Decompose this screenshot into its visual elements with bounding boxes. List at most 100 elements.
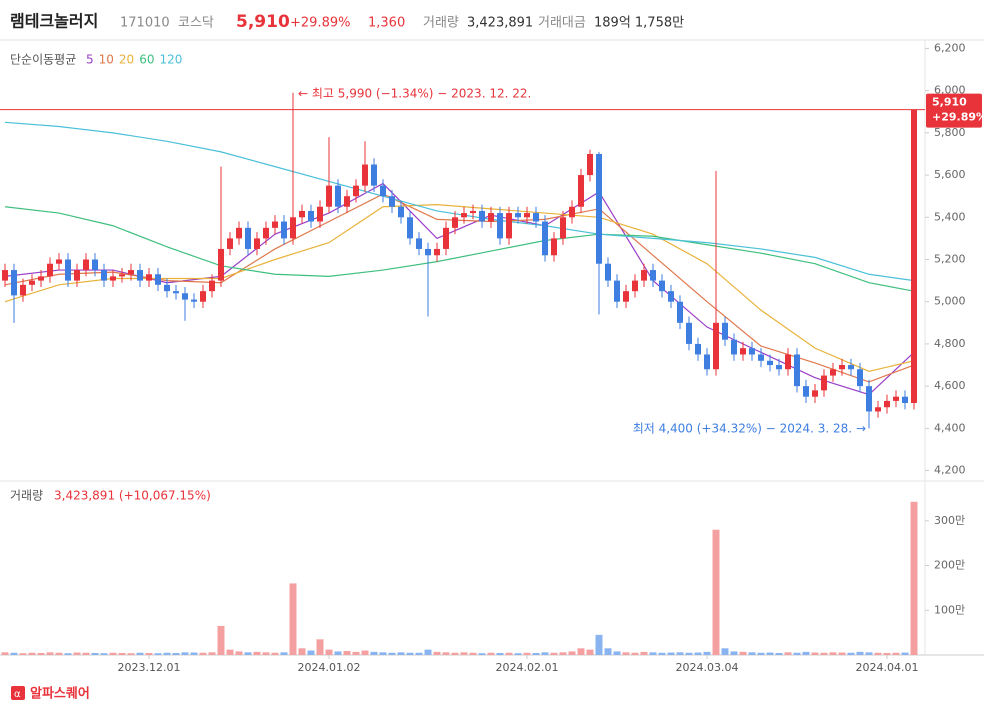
stock-code: 171010 [120, 16, 170, 31]
candle-body [551, 238, 557, 256]
volume-bar [298, 648, 306, 655]
candle-body [695, 343, 701, 355]
x-tick-label: 2024.02.01 [496, 661, 559, 674]
y-tick-label: 4,600 [934, 379, 966, 392]
ma-line [4, 182, 915, 396]
y-tick-label: 6,000 [934, 84, 966, 97]
change: 1,360 [368, 16, 405, 31]
candle-body [650, 270, 656, 281]
volume-bar [199, 652, 207, 655]
x-tick-label: 2024.04.01 [856, 661, 919, 674]
candle-body [362, 164, 368, 186]
volume-bar [793, 652, 801, 655]
candle-body [38, 276, 44, 281]
stock-name: 램테크놀러지 [10, 12, 98, 31]
candle-body [20, 284, 26, 296]
candle-body [326, 185, 332, 207]
volume-bar [163, 652, 171, 655]
candle-body [344, 196, 350, 207]
candle-body [236, 227, 242, 239]
volume-bar [361, 650, 369, 655]
volume-bar [55, 652, 63, 655]
candle-body [389, 196, 395, 207]
candle-body [416, 238, 422, 249]
x-tick-label: 2023.12.01 [118, 661, 181, 674]
volume-bar [541, 652, 549, 655]
market: 코스닥 [178, 16, 214, 31]
volume-bar [487, 652, 495, 655]
volume-bar [226, 649, 234, 655]
volume-bar [694, 652, 702, 655]
volume-bar [307, 650, 315, 655]
candle-body [497, 213, 503, 239]
footer: 알파스퀘어 [30, 686, 90, 702]
y-tick-label: 5,200 [934, 253, 966, 266]
volume-bar [478, 653, 486, 655]
volume-bar [730, 651, 738, 655]
candle-body [542, 221, 548, 256]
candle-body [704, 354, 710, 370]
volume-bar [721, 648, 729, 655]
candle-body [398, 206, 404, 218]
volume-bar [685, 652, 693, 655]
volume-bar [82, 652, 90, 655]
candle-body [605, 263, 611, 281]
volume-bar [235, 651, 243, 655]
candle-body [245, 227, 251, 249]
candle-body [371, 164, 377, 186]
price: 5,910 [236, 12, 290, 32]
volume-bar [10, 652, 18, 655]
candle-body [632, 280, 638, 292]
volume-bar [559, 652, 567, 655]
volume-bar [343, 650, 351, 655]
last-price-tag [926, 93, 982, 128]
candle-body [155, 274, 161, 285]
y-tick-label: 5,400 [934, 210, 966, 223]
volume-bar [334, 651, 342, 655]
candle-body [74, 270, 80, 281]
candle-body [767, 360, 773, 366]
logo-glyph: α [14, 689, 21, 700]
candle-body [596, 153, 602, 264]
candle-body [128, 270, 134, 275]
volume-bar [802, 651, 810, 655]
candle-body [911, 109, 917, 404]
volume-bar [883, 652, 891, 655]
volume-bar [379, 652, 387, 655]
y-tick-label: 5,600 [934, 168, 966, 181]
ma-line [4, 193, 915, 383]
candle-body [353, 185, 359, 197]
volume-bar [406, 652, 414, 655]
candle-body [506, 213, 512, 239]
volume-bar [622, 652, 630, 655]
candle-body [425, 248, 431, 256]
volume-bar [154, 653, 162, 655]
volume-bar [649, 652, 657, 655]
volume-bar [460, 652, 468, 655]
volume-bar [244, 652, 252, 655]
high-annotation: ← 최고 5,990 (−1.34%) − 2023. 12. 22. [298, 87, 531, 101]
candle-body [65, 259, 71, 281]
candle-body [623, 291, 629, 302]
volume-bar [532, 652, 540, 655]
volume-bar [100, 653, 108, 655]
volume-bar [712, 529, 720, 655]
candle-body [281, 221, 287, 239]
volume-bar [469, 652, 477, 655]
candle-body [443, 227, 449, 249]
ma-legend: 20 [119, 53, 134, 67]
candle-body [254, 238, 260, 249]
y-tick-label: 5,000 [934, 295, 966, 308]
volume-bar [550, 652, 558, 655]
candle-body [335, 185, 341, 207]
volume-bar [415, 652, 423, 655]
candle-body [731, 339, 737, 355]
candle-body [146, 274, 152, 281]
volume-bar [1, 652, 9, 655]
volume-label: 거래량 [423, 16, 459, 31]
volume-bar [190, 652, 198, 655]
candle-body [830, 369, 836, 376]
last-price-label: 5,910 [932, 96, 967, 109]
candle-body [218, 248, 224, 281]
